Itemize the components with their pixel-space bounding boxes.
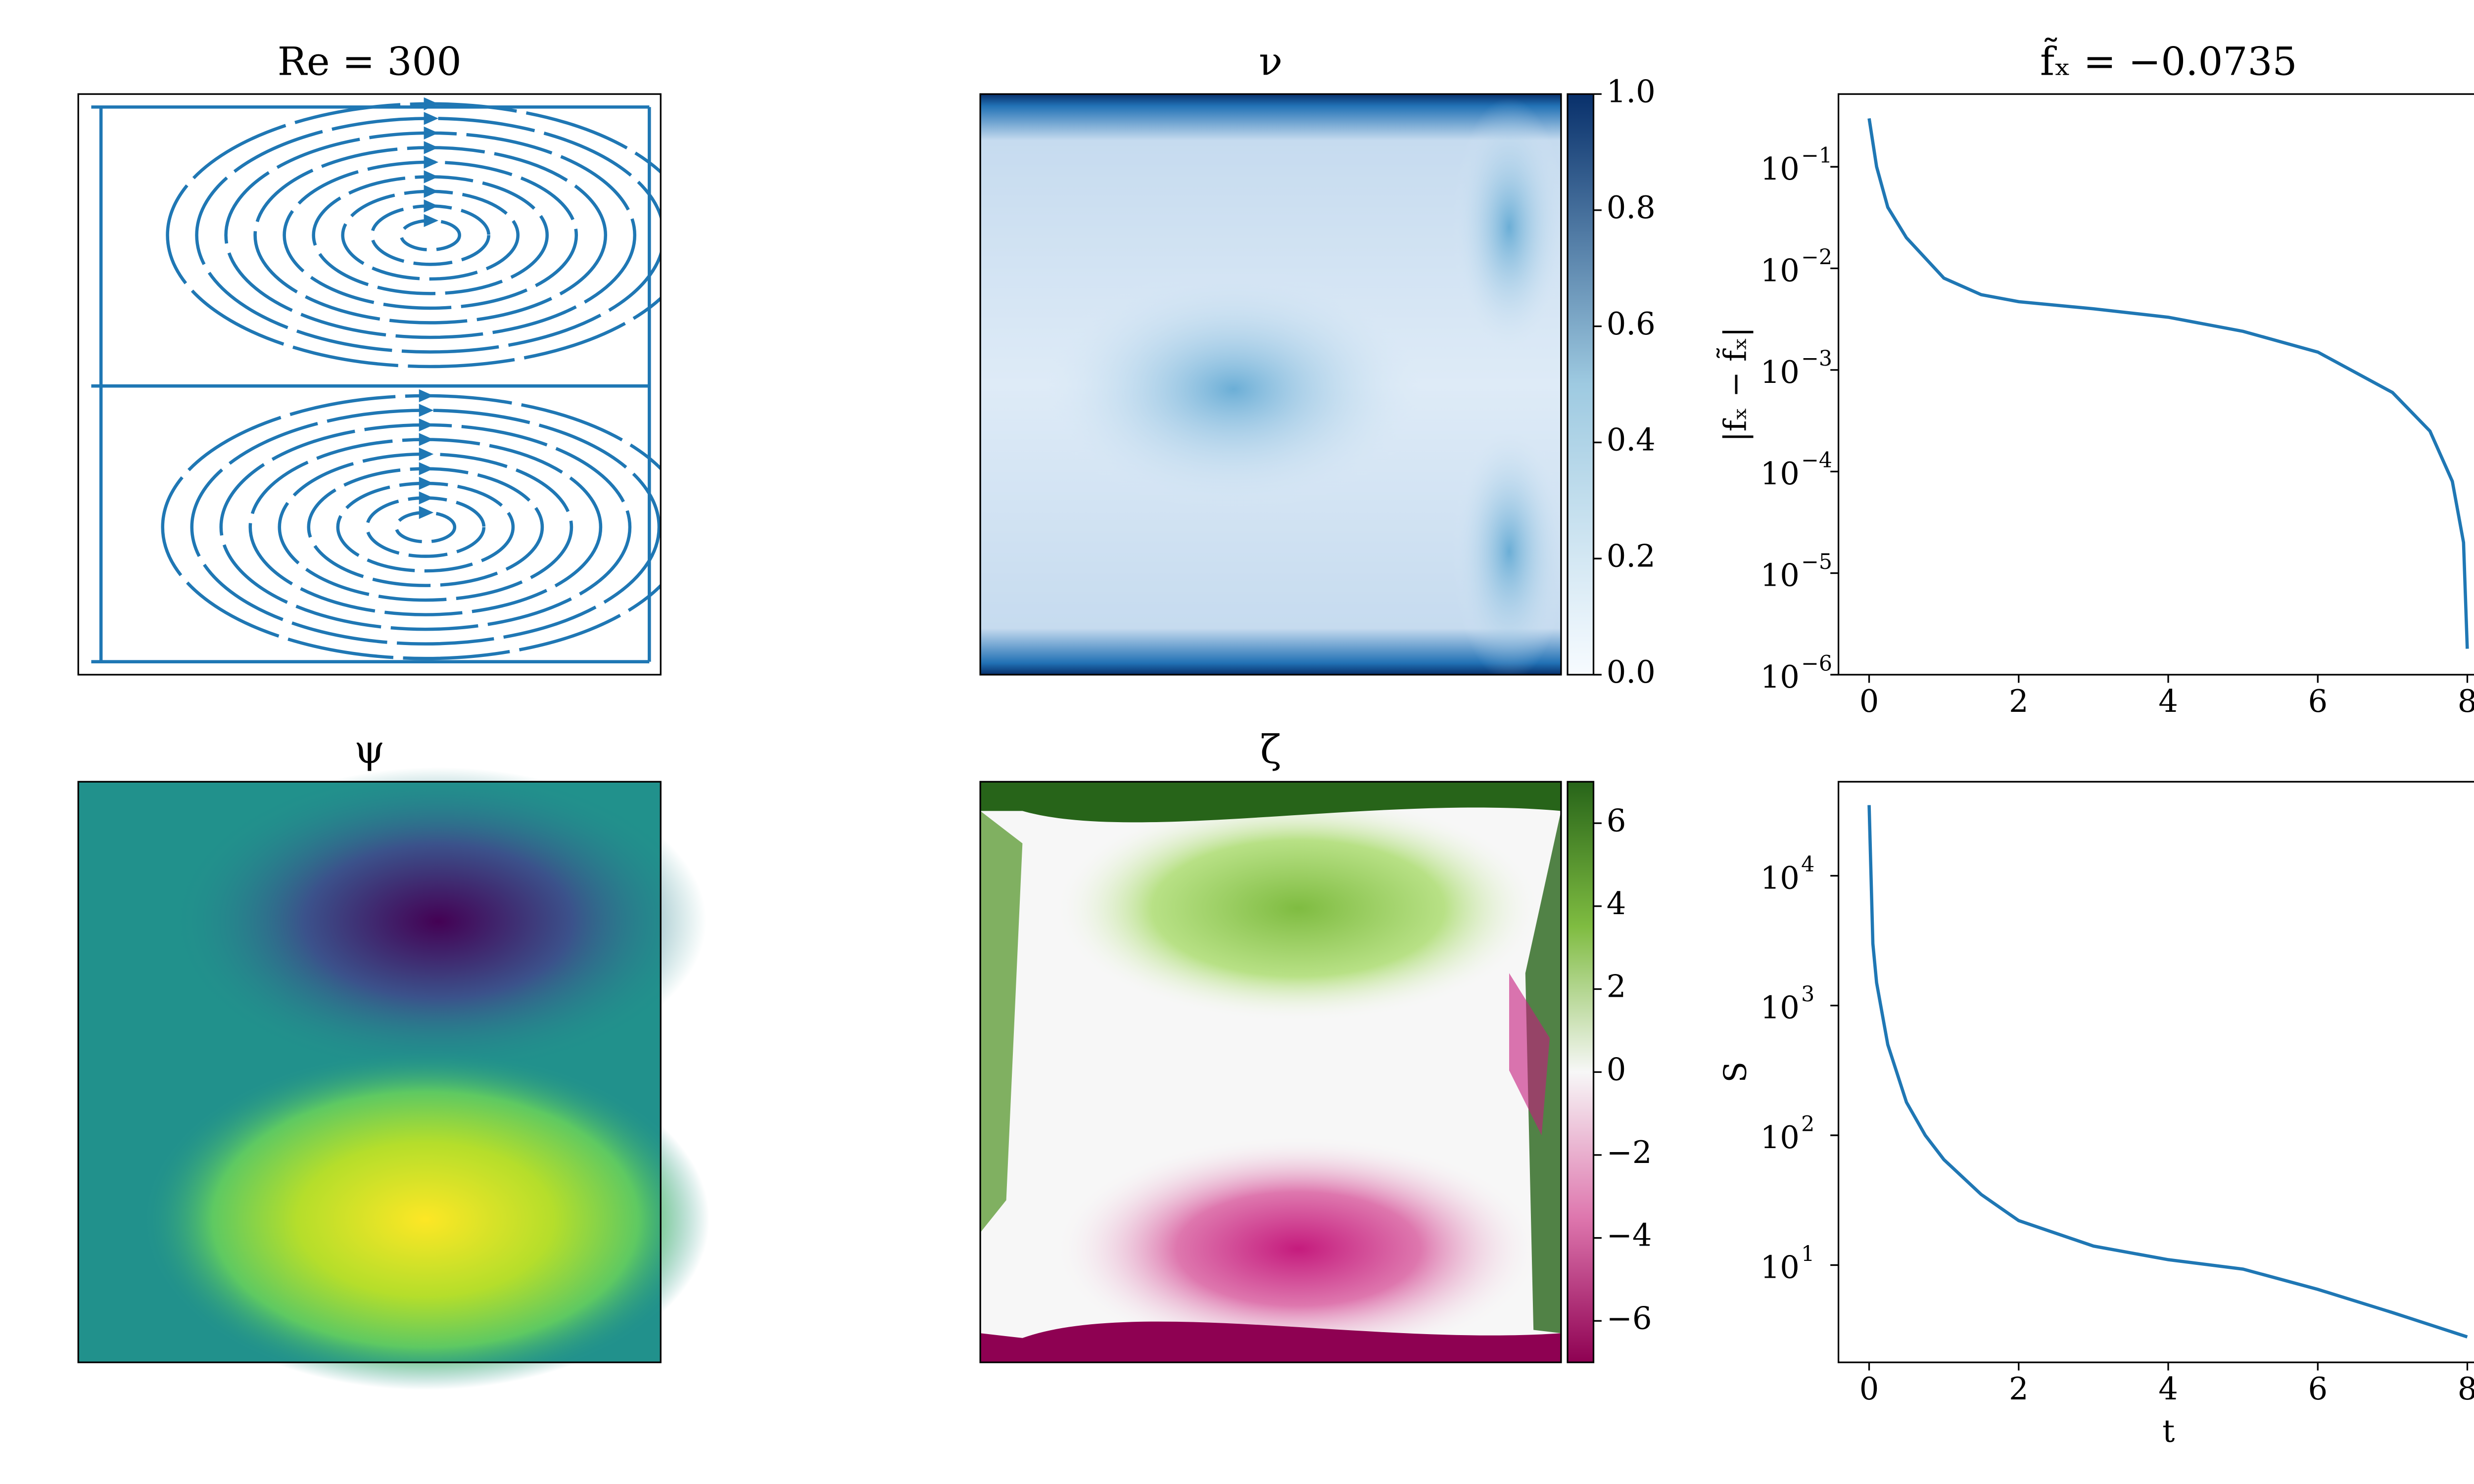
chart-title: ψ	[354, 727, 385, 772]
colorbar-tick-label: −6	[1607, 1300, 1652, 1336]
y-axis-label: |fₓ − f̃ₓ|	[1716, 327, 1754, 442]
stream-arrow	[419, 433, 434, 446]
stream-arrow	[419, 404, 434, 417]
y-tick-exponent: −1	[1801, 143, 1832, 168]
line	[1867, 805, 2468, 1339]
y-tick-label: 10	[1760, 860, 1800, 896]
line	[1867, 118, 2469, 649]
x-tick-label: 4	[2158, 1371, 2178, 1407]
streamlines	[91, 97, 661, 663]
stream-arrow	[424, 126, 439, 139]
streamline	[166, 102, 661, 369]
y-tick-label: 10	[1760, 990, 1800, 1026]
x-tick-label: 0	[1859, 683, 1879, 719]
x-tick-label: 2	[2009, 1371, 2029, 1407]
colorbar	[1567, 781, 1595, 1363]
stream-arrow	[424, 199, 439, 213]
x-tick-label: 0	[1859, 1371, 1879, 1407]
streamline	[278, 452, 573, 602]
y-tick-label: 10	[1760, 354, 1800, 390]
streamline	[195, 117, 661, 354]
psi-field	[78, 767, 710, 1390]
streamline	[394, 510, 457, 544]
streamline	[365, 496, 486, 558]
x-tick-label: 8	[2458, 1371, 2474, 1407]
colorbar-tick-label: 0.4	[1607, 422, 1656, 458]
colorbar-tick-label: 0.6	[1607, 306, 1656, 342]
x-axis-label: t	[2162, 1413, 2175, 1449]
zeta-field	[980, 782, 1561, 1363]
y-tick-label: 10	[1760, 456, 1800, 492]
y-tick-exponent: 3	[1801, 982, 1814, 1007]
x-tick-label: 4	[2158, 683, 2178, 719]
x-tick-label: 2	[2009, 683, 2029, 719]
chart-title: ζ	[1260, 727, 1282, 772]
colorbar-tick-label: 1.0	[1607, 73, 1656, 109]
y-tick-label: 10	[1760, 1119, 1800, 1156]
y-tick-exponent: −6	[1801, 651, 1832, 676]
stream-arrow	[419, 476, 434, 490]
stream-arrow	[419, 506, 434, 519]
stream-arrow	[419, 447, 434, 461]
y-tick-label: 10	[1760, 557, 1800, 594]
stream-arrow	[424, 214, 439, 228]
stream-arrow	[419, 389, 434, 403]
y-tick-label: 10	[1760, 252, 1800, 288]
chart-title: ν	[1259, 39, 1283, 85]
y-tick-exponent: −2	[1801, 245, 1832, 270]
y-tick-exponent: −5	[1801, 550, 1832, 574]
streamline	[399, 219, 461, 252]
x-tick-label: 8	[2458, 683, 2474, 719]
y-tick-exponent: 4	[1801, 852, 1814, 877]
axes-frame	[77, 93, 662, 676]
stream-arrow	[419, 418, 434, 432]
y-tick-exponent: 1	[1801, 1242, 1814, 1266]
colorbar-tick-label: 0	[1607, 1051, 1626, 1087]
stream-arrow	[424, 141, 439, 154]
y-tick-label: 10	[1760, 1249, 1800, 1285]
colorbar-tick-label: 4	[1607, 885, 1626, 922]
colorbar-tick-label: 0.8	[1607, 189, 1656, 226]
colorbar-tick-label: 6	[1607, 802, 1626, 838]
axes-frame	[1837, 781, 2474, 1363]
colorbar-tick-label: 0.0	[1607, 654, 1656, 690]
axes-frame	[979, 93, 1562, 676]
y-tick-exponent: −4	[1801, 448, 1832, 473]
stream-arrow	[424, 170, 439, 184]
streamline	[161, 394, 661, 660]
streamline	[190, 409, 661, 646]
axes-frame	[979, 781, 1562, 1363]
colorbar-tick-label: 0.2	[1607, 538, 1656, 574]
y-tick-label: 10	[1760, 151, 1800, 187]
nu-field	[980, 94, 1566, 682]
chart-title: Re = 300	[278, 39, 462, 85]
colorbar	[1567, 93, 1595, 676]
colorbar-tick-label: 2	[1607, 969, 1626, 1005]
y-axis-label: S	[1717, 1062, 1753, 1083]
y-tick-label: 10	[1760, 659, 1800, 695]
streamline	[370, 204, 490, 266]
axes-frame	[77, 781, 662, 1363]
stream-arrow	[424, 155, 439, 169]
stream-arrow	[424, 185, 439, 198]
colorbar-tick-label: −4	[1607, 1217, 1652, 1253]
x-tick-label: 6	[2308, 1371, 2328, 1407]
x-tick-label: 6	[2308, 683, 2328, 719]
streamline	[283, 160, 578, 310]
y-tick-exponent: −3	[1801, 346, 1832, 371]
chart-title: f̃ₓ = −0.0735	[2040, 38, 2297, 85]
y-tick-exponent: 2	[1801, 1112, 1814, 1136]
stream-arrow	[419, 462, 434, 475]
stream-arrow	[419, 491, 434, 505]
colorbar-tick-label: −2	[1607, 1134, 1652, 1170]
stream-arrow	[424, 112, 439, 125]
